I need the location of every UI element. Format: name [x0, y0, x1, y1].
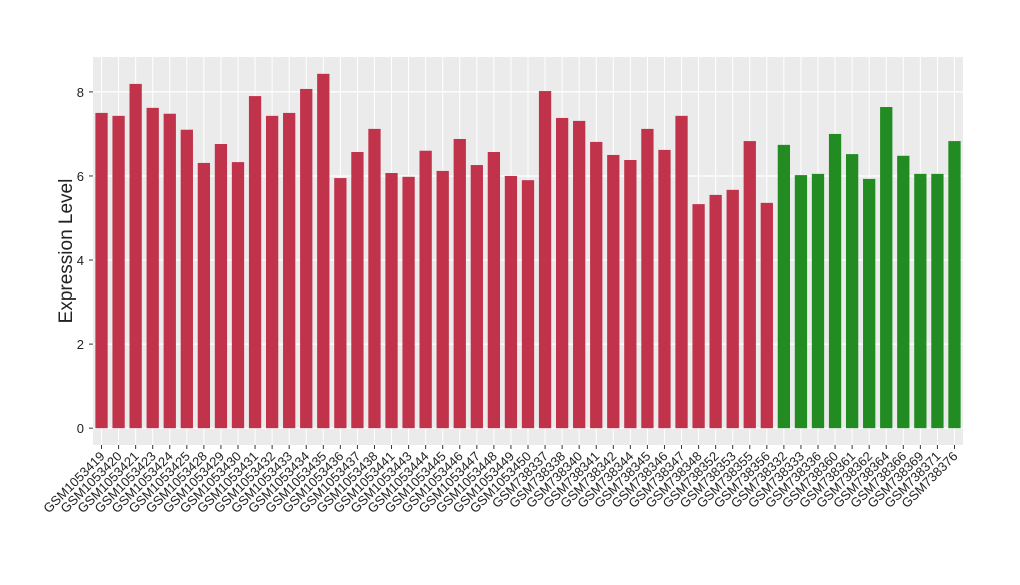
bar: [641, 128, 654, 429]
bar: [590, 141, 603, 429]
bar: [504, 175, 518, 429]
y-tick-label: 4: [77, 253, 84, 268]
bar: [897, 155, 910, 429]
bar: [573, 120, 586, 429]
bar: [760, 202, 773, 429]
bar: [931, 173, 944, 429]
bar: [624, 159, 637, 429]
bar: [555, 117, 569, 429]
bar: [880, 107, 893, 429]
y-tick-label: 8: [77, 85, 84, 100]
bar: [197, 162, 211, 429]
bar: [231, 162, 245, 429]
bar: [317, 73, 330, 429]
bar: [675, 115, 688, 429]
bar: [828, 133, 842, 429]
bar: [214, 144, 228, 429]
bar: [845, 154, 859, 429]
bar: [112, 115, 125, 429]
bar: [607, 154, 620, 429]
bar: [368, 128, 381, 429]
bar: [453, 138, 466, 429]
bar: [743, 141, 756, 429]
y-tick-label: 2: [77, 337, 84, 352]
bar: [248, 96, 262, 429]
bar: [283, 112, 296, 429]
bar: [914, 173, 927, 429]
bar: [658, 149, 671, 429]
bar: [863, 178, 876, 429]
bar: [470, 165, 483, 429]
bar: [487, 152, 501, 429]
bar: [948, 141, 961, 429]
bar: [436, 170, 449, 429]
bar: [385, 173, 398, 429]
bar: [351, 152, 364, 429]
bar: [334, 178, 347, 429]
bar: [726, 189, 739, 429]
bar: [146, 107, 159, 429]
bar: [129, 83, 142, 429]
bar: [163, 113, 176, 429]
bar: [538, 91, 552, 429]
bar: [300, 88, 313, 429]
bar: [402, 176, 415, 429]
bar: [419, 150, 432, 429]
bar: [794, 175, 808, 429]
y-axis-label: Expression Level: [56, 179, 77, 324]
bar: [265, 115, 279, 429]
bar: [521, 180, 535, 429]
bar: [692, 204, 705, 429]
bar: [709, 194, 722, 429]
bar: [811, 173, 825, 429]
bar: [95, 112, 108, 429]
y-tick-label: 0: [77, 421, 84, 436]
y-tick-label: 6: [77, 169, 84, 184]
bar: [180, 129, 193, 429]
bar: [777, 144, 791, 429]
